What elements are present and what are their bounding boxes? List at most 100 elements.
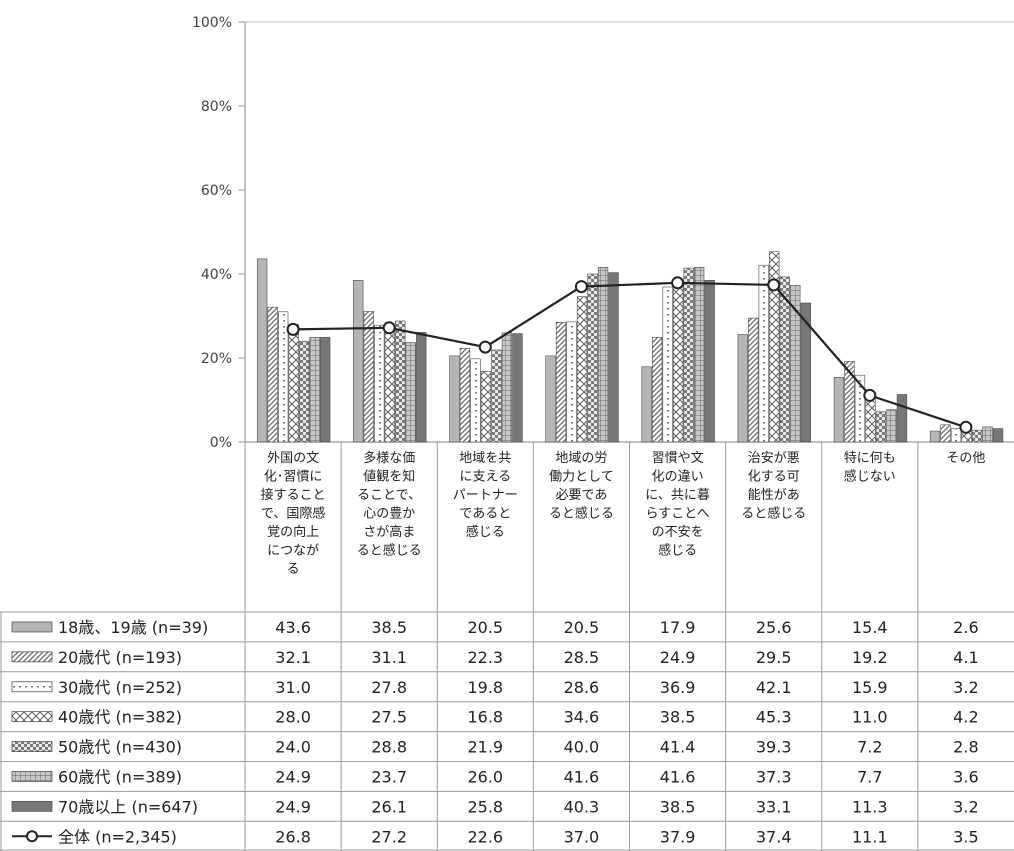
category-label-line: 特に何も — [844, 450, 896, 466]
bar-series — [277, 264, 962, 443]
overall-point — [286, 322, 300, 336]
legend-swatch — [11, 800, 53, 812]
data-cell: 42.1 — [756, 678, 792, 697]
category-label-line: 化･習慣に — [264, 469, 323, 485]
data-cell: 36.9 — [660, 678, 696, 697]
category-label: 地域の労働力として必要であると感じる — [549, 451, 614, 522]
legend-swatch — [11, 771, 53, 782]
overall-point — [863, 388, 877, 402]
bar — [608, 272, 619, 443]
category-label-line: 地域を共 — [459, 451, 511, 466]
data-cell: 16.8 — [467, 708, 503, 727]
data-cell: 38.5 — [371, 618, 407, 637]
data-cell: 28.0 — [275, 708, 311, 727]
y-tick-label: 40% — [201, 267, 232, 283]
category-label-line: その他 — [946, 451, 985, 466]
bar — [267, 306, 278, 443]
bar — [982, 426, 993, 443]
data-cell: 23.7 — [371, 767, 407, 786]
bar — [683, 267, 694, 443]
bar — [545, 355, 556, 443]
category-label-line: 働力として — [549, 470, 614, 485]
category-label-line: で、国際感 — [261, 506, 325, 522]
data-cell: 25.8 — [467, 797, 503, 816]
category-label: 地域を共に支えるパートナーであると感じる — [453, 451, 518, 540]
bar-series — [319, 272, 1004, 443]
bar — [693, 266, 705, 443]
bar — [875, 411, 887, 443]
y-tick-label: 60% — [201, 183, 232, 199]
category-label-line: ると感じる — [549, 506, 614, 522]
bar — [459, 347, 471, 443]
data-cell: 37.4 — [756, 827, 792, 846]
category-label-line: さが高ま — [363, 524, 415, 540]
bar-series — [298, 267, 983, 443]
bar — [758, 264, 769, 443]
series-name: 全体 (n=2,345) — [58, 827, 177, 846]
series-name: 50歳代 (n=430) — [58, 738, 182, 757]
data-cell: 24.9 — [275, 767, 311, 786]
overall-point — [382, 321, 396, 335]
data-cell: 11.1 — [852, 827, 888, 846]
overall-point — [478, 340, 492, 354]
data-cell: 3.6 — [953, 767, 978, 786]
data-cell: 40.3 — [564, 797, 600, 816]
category-label-line: 外国の文 — [267, 451, 319, 466]
series-name: 40歳代 (n=382) — [58, 708, 182, 727]
bar — [395, 320, 406, 443]
category-label-line: 心の豊か — [363, 507, 415, 522]
data-cell: 37.9 — [660, 827, 696, 846]
category-label-line: 接すること — [261, 487, 326, 503]
category-label-line: 多様な価 — [363, 450, 415, 466]
bar — [384, 326, 395, 443]
bar — [779, 276, 790, 443]
data-cell: 4.2 — [953, 708, 978, 727]
y-tick-label: 80% — [201, 99, 232, 115]
data-cell: 32.1 — [275, 648, 311, 667]
data-cell: 45.3 — [756, 708, 792, 727]
series-name: 30歳代 (n=252) — [58, 678, 182, 697]
series-name: 70歳以上 (n=647) — [58, 797, 198, 816]
category-label-line: 値観を知 — [363, 469, 415, 485]
category-label-line: ることで、 — [357, 488, 421, 503]
bar-series — [256, 258, 941, 443]
category-label-line: の不安を — [652, 525, 704, 540]
bar — [288, 324, 299, 443]
bar — [449, 355, 460, 443]
category-label: その他 — [946, 451, 985, 466]
data-cell: 28.8 — [371, 738, 407, 757]
data-cell: 39.3 — [756, 738, 792, 757]
data-cell: 27.8 — [371, 678, 407, 697]
bar — [587, 273, 598, 443]
data-cell: 21.9 — [467, 738, 503, 757]
bar — [277, 311, 289, 443]
bar — [298, 340, 310, 443]
category-label-line: につなが — [267, 544, 319, 559]
bar — [353, 279, 364, 443]
bar — [748, 317, 759, 443]
bar — [950, 428, 962, 443]
data-cell: 20.5 — [467, 618, 503, 637]
overall-line — [293, 281, 967, 429]
overall-point — [671, 276, 685, 290]
category-label-line: 能性があ — [748, 488, 800, 503]
bar — [940, 424, 951, 443]
y-tick-label: 0% — [210, 435, 232, 451]
bar — [844, 361, 855, 443]
data-cell: 2.8 — [953, 738, 978, 757]
bar — [896, 394, 908, 443]
data-cell: 41.4 — [660, 738, 696, 757]
legend-swatch — [11, 621, 53, 633]
bar — [800, 302, 811, 443]
bar — [566, 321, 577, 443]
bar — [374, 324, 385, 443]
category-label-line: であると — [459, 507, 511, 522]
plot-area: 0% 20% 40% 60% 80% 100% — [192, 15, 1014, 451]
bar — [886, 409, 897, 443]
bar — [737, 334, 748, 443]
legend-marker-swatch — [26, 830, 38, 843]
legend-swatch — [11, 711, 53, 723]
overall-point — [767, 278, 781, 292]
data-cell: 19.8 — [467, 678, 503, 697]
